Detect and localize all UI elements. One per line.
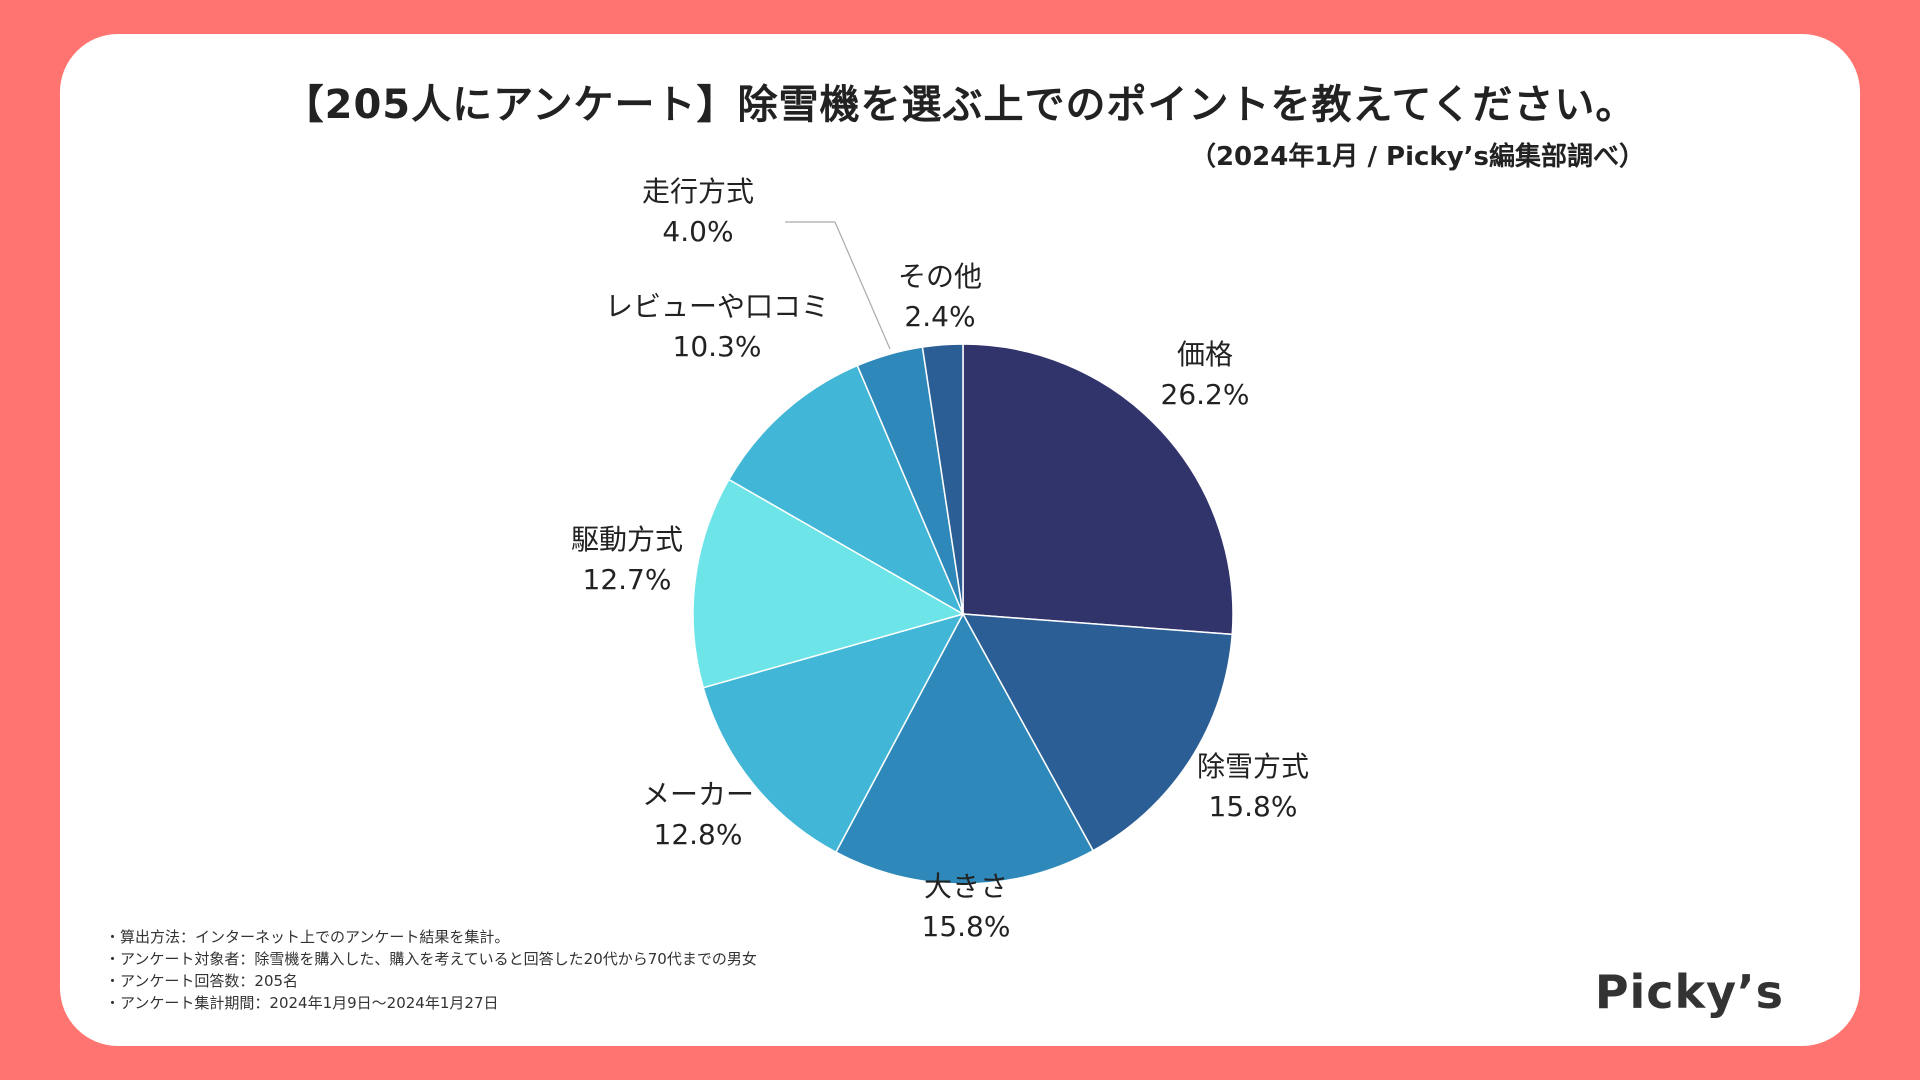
slice-value-label: 4.0% [662,215,733,248]
note-line: 算出方法：インターネット上でのアンケート結果を集計。 [105,926,757,948]
slice-value-label: 15.8% [1209,790,1298,823]
chart-card: 【205人にアンケート】除雪機を選ぶ上でのポイントを教えてください。 （2024… [60,34,1860,1046]
slice-name-label: 価格 [1177,338,1233,371]
slice-value-label: 15.8% [922,910,1011,943]
slice-value-label: 12.7% [583,563,672,596]
slice-value-label: 2.4% [904,300,975,333]
note-line: アンケート対象者：除雪機を購入した、購入を考えていると回答した20代から70代ま… [105,948,757,970]
note-line: アンケート集計期間：2024年1月9日〜2024年1月27日 [105,992,757,1014]
slice-name-label: 走行方式 [642,175,754,208]
note-line: アンケート回答数：205名 [105,970,757,992]
pie-slice-価格 [962,343,1234,636]
pie-slice-レビューや口コミ [727,364,965,616]
slice-name-label: レビューや口コミ [605,290,829,323]
pie-labels: 価格 26.2% 除雪方式 15.8% 大きさ 15.8% メーカー 12.8% 駆動方式 12.… [571,175,1309,943]
slice-name-label: 駆動方式 [571,523,683,556]
slice-value-label: 10.3% [673,330,762,363]
pie-slice-その他 [921,343,964,615]
pickys-logo: Picky’s [1594,965,1784,1019]
slice-value-label: 12.8% [654,818,743,851]
slice-value-label: 26.2% [1161,378,1250,411]
slice-name-label: 除雪方式 [1197,750,1309,783]
slice-name-label: 大きさ [924,870,1008,903]
slice-name-label: その他 [898,260,982,293]
pie-slices [692,343,1234,885]
pie-chart: 価格 26.2% 除雪方式 15.8% 大きさ 15.8% メーカー 12.8% 駆動方式 12.… [571,175,1309,943]
pie-slice-大きさ [834,612,1095,885]
chart-title: 【205人にアンケート】除雪機を選ぶ上でのポイントを教えてください。 [283,82,1637,128]
pie-slice-メーカー [702,612,965,854]
pie-slice-除雪方式 [961,613,1234,852]
survey-notes: 算出方法：インターネット上でのアンケート結果を集計。 アンケート対象者：除雪機を… [105,926,757,1014]
chart-subtitle: （2024年1月 / Picky’s編集部調べ） [1189,142,1645,172]
leader-line-走行方式-bend [834,221,891,350]
pie-slice-駆動方式 [692,478,965,689]
slice-name-label: メーカー [642,778,754,811]
